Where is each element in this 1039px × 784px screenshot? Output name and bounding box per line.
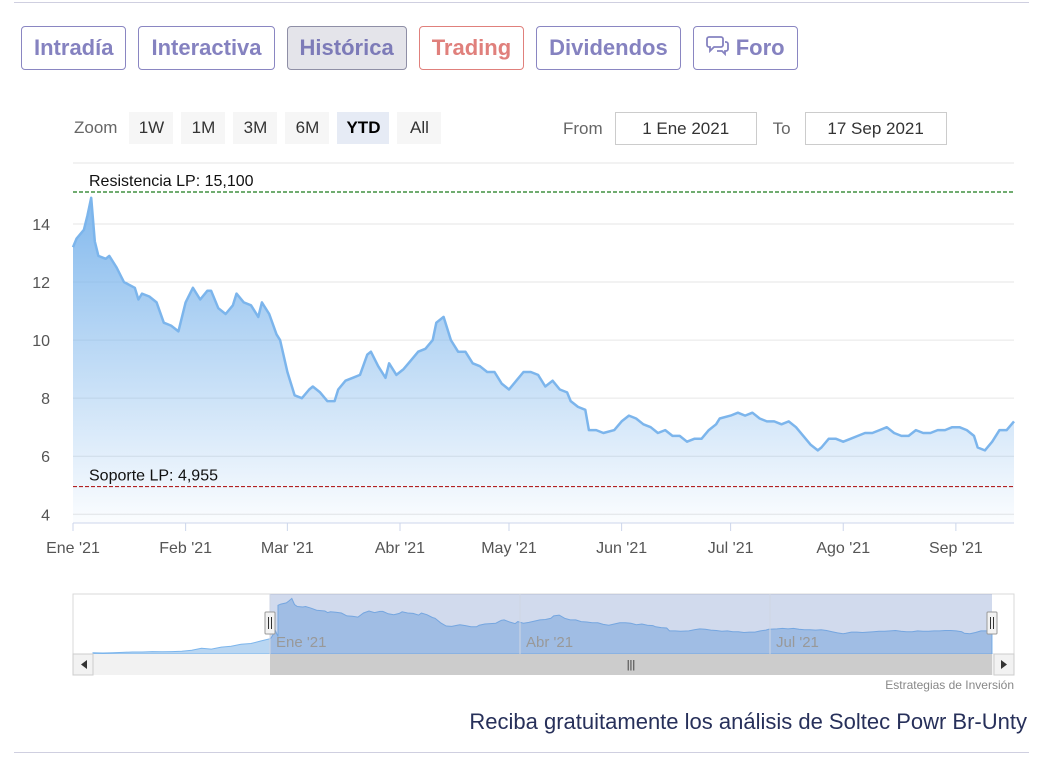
tab-label: Intradía	[34, 35, 114, 60]
navigator-area	[92, 597, 993, 655]
x-tick-label: Jul '21	[708, 540, 754, 557]
reference-label: Soporte LP: 4,955	[89, 468, 218, 485]
zoom-6m-button[interactable]: 6M	[285, 112, 330, 144]
from-date-input[interactable]: 1 Ene 2021	[614, 112, 757, 145]
chart-tabs: Intradía Interactiva Histórica Trading D…	[21, 26, 798, 70]
analysis-signup-link[interactable]: Reciba gratuitamente los análisis de Sol…	[469, 709, 1027, 734]
x-tick-label: Mar '21	[261, 540, 314, 557]
x-tick-label: Abr '21	[375, 540, 425, 557]
navigator-tick-label: Abr '21	[526, 634, 573, 651]
caret-left-icon	[81, 660, 87, 669]
y-tick-label: 6	[41, 449, 50, 466]
tab-label: Trading	[431, 35, 512, 60]
credit-text: Estrategias de Inversión	[885, 678, 1014, 692]
y-tick-label: 12	[32, 275, 50, 292]
speech-bubbles-icon	[705, 34, 730, 62]
tab-label: Foro	[735, 35, 785, 60]
navigator-x-axis: Ene '21 Abr '21 Jul '21	[269, 594, 819, 654]
tab-interactiva[interactable]: Interactiva	[138, 26, 275, 70]
tab-intradia[interactable]: Intradía	[21, 26, 127, 70]
date-range: From 1 Ene 2021 To 17 Sep 2021	[563, 112, 947, 145]
y-tick-label: 8	[41, 391, 50, 408]
caret-right-icon	[1001, 660, 1007, 669]
tab-trading[interactable]: Trading	[418, 26, 525, 70]
x-tick-label: Sep '21	[929, 540, 983, 557]
tab-label: Histórica	[299, 35, 394, 60]
navigator-selection[interactable]	[270, 594, 992, 654]
navigator-right-handle[interactable]	[986, 611, 998, 635]
price-area	[73, 197, 1014, 524]
price-line	[71, 196, 1015, 452]
x-tick-label: Ago '21	[816, 540, 870, 557]
to-label: To	[772, 118, 791, 138]
zoom-all-button[interactable]: All	[397, 112, 442, 144]
tab-foro[interactable]: Foro	[692, 26, 798, 70]
y-tick-label: 4	[41, 507, 50, 524]
x-tick-label: May '21	[481, 540, 537, 557]
from-label: From	[563, 118, 603, 138]
zoom-1w-button[interactable]: 1W	[129, 112, 174, 144]
zoom-3m-button[interactable]: 3M	[233, 112, 278, 144]
zoom-controls: Zoom 1W 1M 3M 6M YTD All	[74, 112, 442, 144]
zoom-1m-button[interactable]: 1M	[181, 112, 226, 144]
y-axis: 4 6 8 10 12 14	[32, 217, 50, 524]
navigator-left-handle[interactable]	[264, 611, 276, 635]
y-tick-label: 14	[32, 217, 50, 234]
zoom-ytd-button[interactable]: YTD	[337, 112, 390, 144]
scroll-grip: |||	[627, 659, 636, 671]
zoom-label: Zoom	[74, 118, 118, 137]
reference-lines: Resistencia LP: 15,100 Soporte LP: 4,955	[73, 173, 1014, 488]
reference-label: Resistencia LP: 15,100	[89, 173, 254, 190]
tab-dividendos[interactable]: Dividendos	[536, 26, 681, 70]
navigator-tick-label: Ene '21	[276, 634, 326, 651]
scrollbar[interactable]: |||	[72, 653, 1015, 676]
scrollbar-thumb[interactable]	[270, 654, 992, 675]
y-tick-label: 10	[32, 333, 50, 350]
to-date-input[interactable]: 17 Sep 2021	[804, 112, 947, 145]
x-axis: Ene '21 Feb '21 Mar '21 Abr '21 May '21 Jun '…	[46, 523, 983, 557]
tab-label: Interactiva	[151, 35, 262, 60]
navigator-tick-label: Jul '21	[776, 634, 819, 651]
tab-historica[interactable]: Histórica	[286, 26, 407, 70]
x-tick-label: Jun '21	[596, 540, 647, 557]
x-tick-label: Ene '21	[46, 540, 100, 557]
navigator: Ene '21 Abr '21 Jul '21 |||	[72, 593, 1015, 676]
tab-label: Dividendos	[549, 35, 668, 60]
x-tick-label: Feb '21	[159, 540, 212, 557]
